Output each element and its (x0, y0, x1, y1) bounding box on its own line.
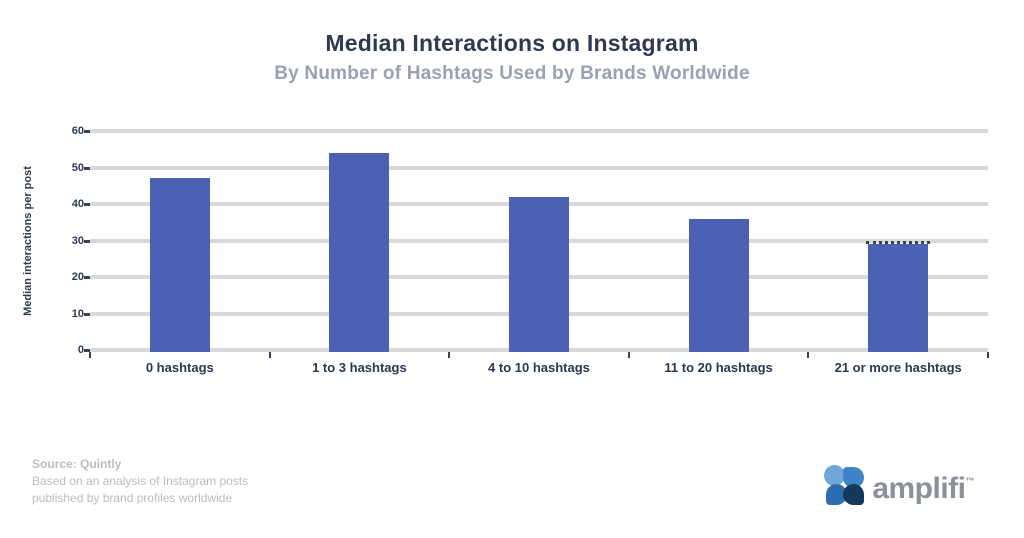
logo-petal-bottom-left (826, 484, 848, 505)
logo-trademark: ™ (965, 476, 975, 486)
gridline (90, 165, 988, 170)
source-note-line1: Source: Quintly (32, 457, 122, 471)
x-tick-mark (807, 352, 810, 358)
bar-5 (868, 244, 929, 352)
logo-petal-bottom-right (843, 484, 865, 505)
y-tick-label: 60 (71, 125, 84, 137)
x-tick-mark (89, 352, 91, 358)
x-category-label: 1 to 3 hashtags (312, 360, 407, 375)
source-note: Source: Quintly Based on an analysis of … (32, 456, 248, 507)
x-tick-mark (987, 352, 989, 358)
x-tick-mark (268, 352, 271, 358)
y-tick-mark (84, 276, 90, 279)
bar-2 (329, 152, 390, 352)
source-note-line3: published by brand profiles worldwide (32, 491, 233, 505)
gridline (90, 129, 988, 133)
bar-3 (509, 196, 569, 352)
logo-petal-top-right (843, 467, 865, 488)
y-tick-label: 30 (71, 234, 84, 247)
brand-logo: amplifi™ (824, 461, 974, 509)
bar-4 (688, 218, 749, 352)
y-tick-mark (84, 203, 90, 206)
y-tick-mark (84, 312, 90, 316)
y-tick-label: 20 (71, 271, 84, 283)
y-tick-mark (84, 166, 90, 170)
chart-title: Median Interactions on Instagram (325, 30, 699, 56)
logo-wordmark-text: amplifi (872, 472, 966, 505)
y-tick-mark (84, 239, 90, 243)
source-note-line2: Based on an analysis of Instagram posts (32, 474, 249, 488)
y-tick-mark (84, 349, 90, 352)
y-tick-label: 50 (71, 161, 84, 174)
dotted-target-line (866, 241, 931, 245)
y-tick-label: 40 (71, 198, 84, 210)
logo-wordmark: amplifi™ (872, 461, 974, 509)
logo-flower-icon (824, 465, 865, 505)
x-tick-mark (627, 352, 630, 358)
chart-subtitle: By Number of Hashtags Used by Brands Wor… (274, 63, 750, 84)
logo-petal-top-left (824, 465, 846, 486)
x-tick-mark (448, 352, 451, 358)
y-tick-mark (84, 130, 90, 133)
plot-area (90, 120, 988, 352)
x-category-label: 11 to 20 hashtags (664, 360, 773, 375)
y-tick-label: 10 (71, 307, 84, 320)
bar-1 (149, 178, 210, 352)
x-category-label: 0 hashtags (145, 360, 214, 375)
x-category-label: 4 to 10 hashtags (488, 360, 590, 375)
x-category-label: 21 or more hashtags (834, 360, 962, 375)
y-tick-label: 0 (77, 344, 84, 356)
y-axis-title: Median interactions per post (22, 166, 34, 316)
